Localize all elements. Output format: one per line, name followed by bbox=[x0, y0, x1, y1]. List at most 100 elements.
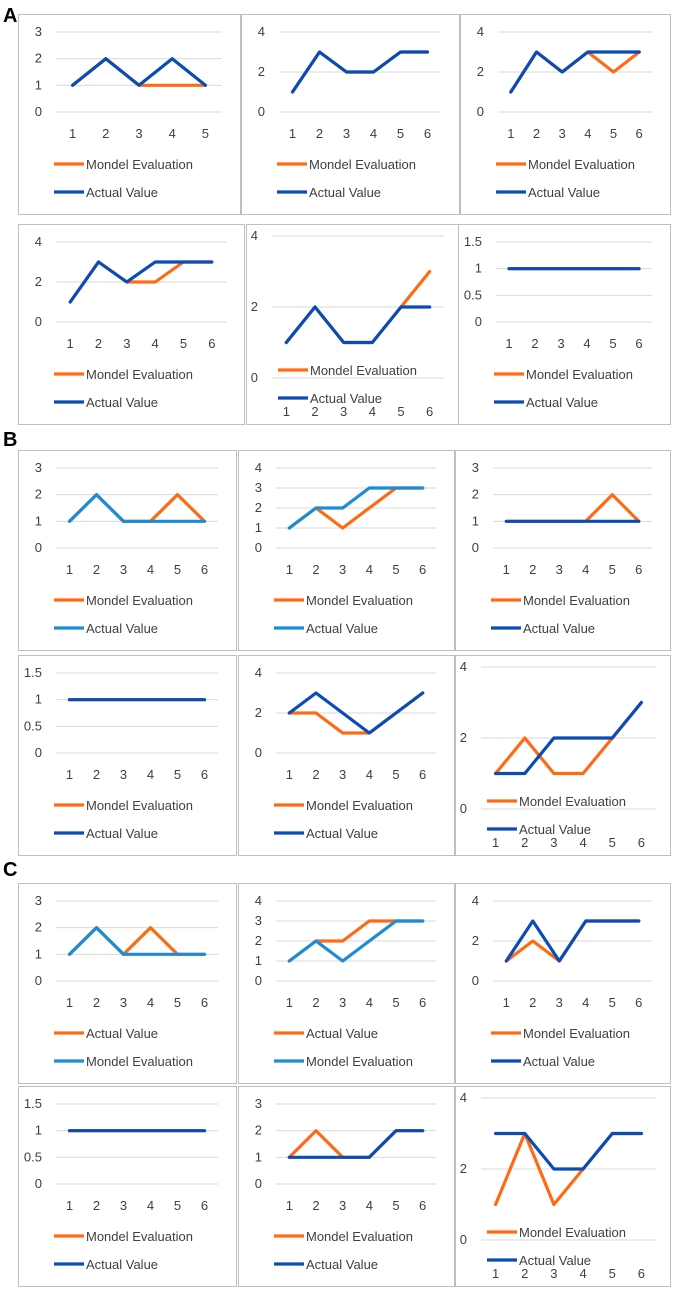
y-tick-label: 2 bbox=[251, 299, 258, 314]
panel-c-6: 0 2 4 1 2 3 4 5 6 Mondel Evaluation Actual Value bbox=[455, 1086, 671, 1287]
y-tick-label: 4 bbox=[258, 24, 265, 39]
panel-c-1: 0 1 2 3 1 2 3 4 5 6 Actual Value Mondel Evaluation bbox=[18, 883, 237, 1084]
panel-b-4: 0 0.5 1 1.5 1 2 3 4 5 6 Mondel Evaluation Actual Va… bbox=[18, 655, 237, 856]
x-tick-label: 3 bbox=[339, 562, 346, 577]
panel-a-1: 0 1 2 3 1 2 3 4 5 Mondel Evaluation Actual Value bbox=[18, 14, 241, 215]
legend-label: Mondel Evaluation bbox=[306, 798, 413, 813]
y-tick-label: 0 bbox=[35, 314, 42, 329]
y-tick-label: 2 bbox=[35, 51, 42, 66]
x-tick-label: 4 bbox=[369, 404, 376, 419]
x-tick-label: 5 bbox=[392, 562, 399, 577]
panel-c-4: 0 0.5 1 1.5 1 2 3 4 5 6 Mondel Evaluation Actual Va… bbox=[18, 1086, 237, 1287]
panel-frame bbox=[18, 14, 241, 215]
x-tick-label: 3 bbox=[550, 1266, 557, 1281]
panel-frame bbox=[18, 1086, 237, 1287]
y-tick-label: 3 bbox=[255, 480, 262, 495]
panel-b-3: 0 1 2 3 1 2 3 4 5 6 Mondel Evaluation Actual Value bbox=[455, 450, 671, 651]
x-tick-label: 5 bbox=[609, 1266, 616, 1281]
x-tick-label: 6 bbox=[635, 562, 642, 577]
series-line-second bbox=[287, 1129, 425, 1159]
x-tick-label: 3 bbox=[557, 336, 564, 351]
legend-label: Mondel Evaluation bbox=[519, 794, 626, 809]
x-tick-label: 1 bbox=[503, 562, 510, 577]
x-tick-label: 4 bbox=[370, 126, 377, 141]
y-tick-label: 1 bbox=[35, 1123, 42, 1138]
panel-frame bbox=[455, 450, 671, 651]
x-tick-label: 4 bbox=[147, 995, 154, 1010]
x-tick-label: 5 bbox=[609, 562, 616, 577]
panel-frame bbox=[18, 450, 237, 651]
y-tick-label: 4 bbox=[35, 234, 42, 249]
x-tick-label: 2 bbox=[93, 1198, 100, 1213]
series-line-second bbox=[290, 50, 430, 94]
y-tick-label: 3 bbox=[255, 913, 262, 928]
x-tick-label: 3 bbox=[343, 126, 350, 141]
y-tick-label: 1.5 bbox=[24, 665, 42, 680]
y-tick-label: 2 bbox=[255, 1123, 262, 1138]
x-tick-label: 6 bbox=[638, 1266, 645, 1281]
y-tick-label: 1.5 bbox=[24, 1096, 42, 1111]
series-line-second bbox=[284, 305, 432, 345]
x-tick-label: 2 bbox=[311, 404, 318, 419]
x-tick-label: 5 bbox=[202, 126, 209, 141]
legend-label: Actual Value bbox=[86, 185, 158, 200]
y-tick-label: 0.5 bbox=[24, 1149, 42, 1164]
x-tick-label: 1 bbox=[69, 126, 76, 141]
x-tick-label: 6 bbox=[201, 995, 208, 1010]
x-tick-label: 6 bbox=[426, 404, 433, 419]
x-tick-label: 1 bbox=[492, 835, 499, 850]
x-tick-label: 3 bbox=[339, 767, 346, 782]
x-tick-label: 3 bbox=[120, 995, 127, 1010]
legend-label: Actual Value bbox=[306, 826, 378, 841]
y-tick-label: 3 bbox=[35, 24, 42, 39]
y-tick-label: 3 bbox=[35, 460, 42, 475]
x-tick-label: 1 bbox=[283, 404, 290, 419]
x-tick-label: 1 bbox=[286, 767, 293, 782]
y-tick-label: 4 bbox=[255, 460, 262, 475]
panel-frame bbox=[246, 224, 459, 425]
x-tick-label: 1 bbox=[286, 562, 293, 577]
y-tick-label: 2 bbox=[35, 274, 42, 289]
legend-label: Mondel Evaluation bbox=[526, 367, 633, 382]
x-tick-label: 3 bbox=[120, 767, 127, 782]
series-line-second bbox=[494, 1131, 644, 1171]
x-tick-label: 6 bbox=[638, 835, 645, 850]
y-tick-label: 0 bbox=[258, 104, 265, 119]
y-tick-label: 2 bbox=[460, 1161, 467, 1176]
series-line-second bbox=[287, 486, 425, 530]
x-tick-label: 3 bbox=[559, 126, 566, 141]
panel-c-3: 0 2 4 1 2 3 4 5 6 Mondel Evaluation Actual Value bbox=[455, 883, 671, 1084]
x-tick-label: 4 bbox=[579, 1266, 586, 1281]
panel-a-6: 0 0.5 1 1.5 1 2 3 4 5 6 Mondel Evaluation Actual Va… bbox=[458, 224, 671, 425]
series-line-second bbox=[504, 919, 641, 963]
legend-label: Mondel Evaluation bbox=[306, 1054, 413, 1069]
panel-frame bbox=[18, 655, 237, 856]
legend-label: Actual Value bbox=[86, 395, 158, 410]
y-tick-label: 0 bbox=[35, 540, 42, 555]
legend-label: Mondel Evaluation bbox=[86, 157, 193, 172]
x-tick-label: 5 bbox=[609, 835, 616, 850]
x-tick-label: 4 bbox=[147, 562, 154, 577]
legend-label: Mondel Evaluation bbox=[519, 1225, 626, 1240]
panel-c-5: 0 1 2 3 1 2 3 4 5 6 Mondel Evaluation Actual Value bbox=[238, 1086, 455, 1287]
panel-a-3: 0 2 4 1 2 3 4 5 6 Mondel Evaluation Actual Value bbox=[460, 14, 671, 215]
x-tick-label: 4 bbox=[152, 336, 159, 351]
x-tick-label: 5 bbox=[397, 126, 404, 141]
x-tick-label: 1 bbox=[66, 767, 73, 782]
y-tick-label: 1 bbox=[475, 261, 482, 276]
panel-a-5: 0 2 4 1 2 3 4 5 6 Mondel Evaluation Actual Value bbox=[246, 224, 459, 425]
x-tick-label: 1 bbox=[503, 995, 510, 1010]
y-tick-label: 0 bbox=[255, 745, 262, 760]
panel-frame bbox=[18, 883, 237, 1084]
series-line-second bbox=[68, 260, 214, 304]
legend-label: Actual Value bbox=[523, 621, 595, 636]
x-tick-label: 4 bbox=[582, 995, 589, 1010]
y-tick-label: 2 bbox=[255, 500, 262, 515]
legend-label: Actual Value bbox=[86, 1257, 158, 1272]
panel-b-1: 0 1 2 3 1 2 3 4 5 6 Mondel Evaluation Actual Value bbox=[18, 450, 237, 651]
series-line-second bbox=[287, 919, 425, 963]
x-tick-label: 2 bbox=[521, 835, 528, 850]
x-tick-label: 1 bbox=[505, 336, 512, 351]
x-tick-label: 6 bbox=[635, 995, 642, 1010]
